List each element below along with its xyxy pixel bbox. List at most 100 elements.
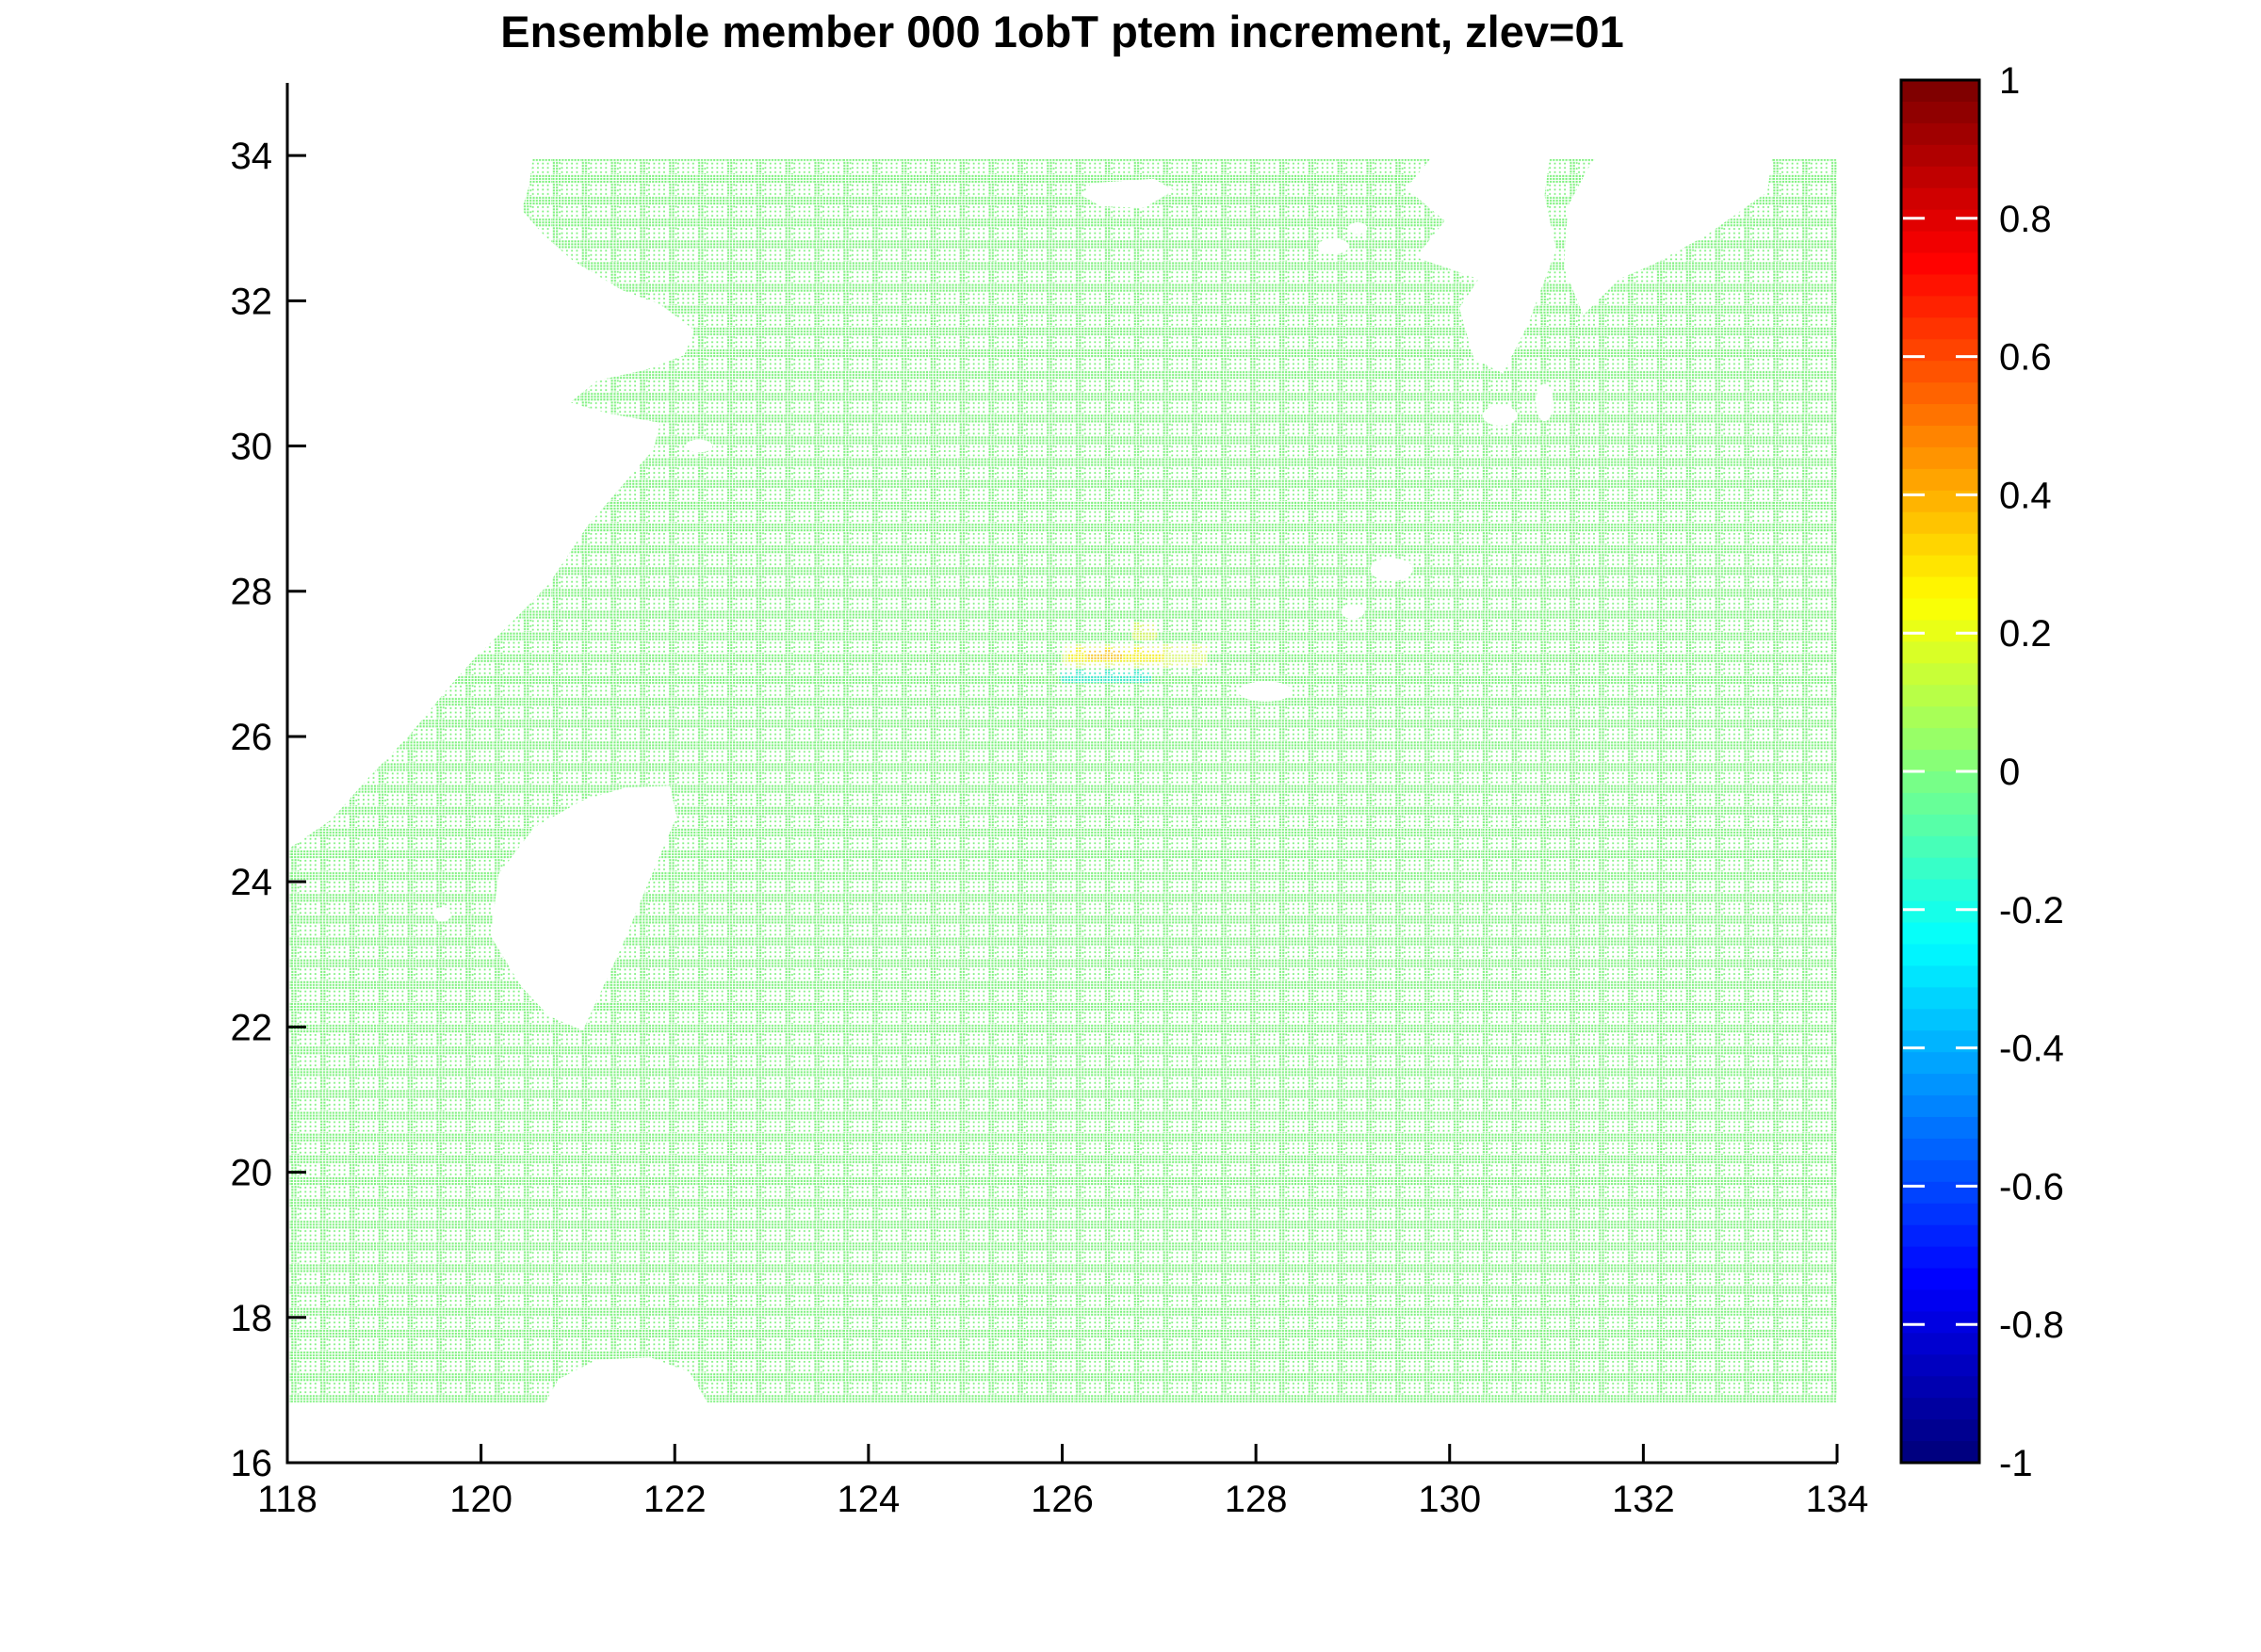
colorbar-band: [1901, 101, 1979, 124]
island-zhoushan: [685, 439, 713, 453]
colorbar-tick-label: -0.2: [1999, 890, 2064, 931]
colorbar-band: [1901, 814, 1979, 837]
chart-title: Ensemble member 000 1obT ptem increment,…: [500, 7, 1624, 57]
colorbar-band: [1901, 1311, 1979, 1334]
colorbar-band: [1901, 1203, 1979, 1226]
colorbar-band: [1901, 1052, 1979, 1075]
x-tick-label: 130: [1418, 1479, 1481, 1520]
colorbar-band: [1901, 446, 1979, 470]
island-amami-oshima: [1370, 558, 1413, 581]
colorbar-tick-label: -0.6: [1999, 1166, 2064, 1207]
x-tick-label: 134: [1806, 1479, 1869, 1520]
colorbar-band: [1901, 404, 1979, 427]
island-goto-1: [1317, 238, 1349, 254]
colorbar-band: [1901, 511, 1979, 535]
colorbar-band: [1901, 339, 1979, 362]
colorbar-band: [1901, 685, 1979, 707]
land-luzon-north-coast: [544, 1357, 709, 1405]
colorbar-tick-label: -0.4: [1999, 1028, 2064, 1070]
colorbar-band: [1901, 728, 1979, 751]
colorbar-tick-label: 1: [1999, 60, 2020, 102]
island-tokunoshima: [1341, 604, 1365, 620]
x-tick-label: 126: [1031, 1479, 1094, 1520]
colorbar-band: [1901, 231, 1979, 254]
colorbar-band: [1901, 792, 1979, 816]
anomaly-upper-patch: [1131, 622, 1158, 640]
colorbar-band: [1901, 620, 1979, 642]
colorbar-band: [1901, 1009, 1979, 1031]
y-tick-label: 28: [231, 572, 273, 613]
colorbar-band: [1901, 317, 1979, 340]
colorbar-band: [1901, 252, 1979, 276]
x-tick-label: 132: [1612, 1479, 1675, 1520]
colorbar-band: [1901, 750, 1979, 772]
colorbar-band: [1901, 1095, 1979, 1118]
colorbar-band: [1901, 706, 1979, 729]
island-penghu: [433, 907, 451, 922]
colorbar-band: [1901, 1376, 1979, 1399]
colorbar-band: [1901, 1074, 1979, 1096]
colorbar-tick-label: 0: [1999, 752, 2020, 793]
axes: 118 120 122 124 126 128 130 132 134 16 18 20 22 24 26 2…: [231, 83, 1869, 1520]
colorbar-band: [1901, 468, 1979, 492]
colorbar-band: [1901, 1441, 1979, 1464]
colorbar-border: [1899, 78, 1981, 1465]
colorbar-band: [1901, 555, 1979, 578]
colorbar-band: [1901, 1159, 1979, 1183]
colorbar-band: [1901, 361, 1979, 383]
colorbar-band: [1901, 922, 1979, 946]
colorbar-tick-label: 0.8: [1999, 199, 2052, 240]
colorbar-band: [1901, 598, 1979, 622]
colorbar-band: [1901, 296, 1979, 318]
colorbar-band: [1901, 80, 1979, 103]
anomaly-warm-core: [1086, 649, 1123, 660]
colorbar-band: [1901, 1268, 1979, 1291]
x-tick-label: 120: [449, 1479, 512, 1520]
colorbar-band: [1901, 965, 1979, 988]
land-kyushu: [1406, 144, 1556, 374]
x-tick-label: 124: [838, 1479, 901, 1520]
colorbar-band: [1901, 166, 1979, 189]
colorbar-band: [1901, 1398, 1979, 1420]
island-yakushima: [1482, 405, 1518, 426]
colorbar-band: [1901, 857, 1979, 881]
colorbar-band: [1901, 641, 1979, 664]
colorbar-band: [1901, 1117, 1979, 1140]
colorbar-band: [1901, 663, 1979, 686]
x-tick-label: 118: [257, 1479, 317, 1520]
colorbar-tick-label: 0.4: [1999, 475, 2052, 516]
colorbar-band: [1901, 771, 1979, 794]
anomaly-layer: [1060, 622, 1208, 683]
y-tick-label: 22: [231, 1007, 273, 1048]
colorbar-band: [1901, 1138, 1979, 1161]
colorbar-band: [1901, 426, 1979, 448]
colorbar-band: [1901, 1246, 1979, 1270]
colorbar-tick-label: -1: [1999, 1443, 2033, 1484]
anomaly-cold-band: [1060, 670, 1152, 683]
y-tick-label: 24: [231, 862, 273, 903]
land-taiwan: [490, 786, 677, 1031]
colorbar-band: [1901, 274, 1979, 297]
colorbar-band: [1901, 1333, 1979, 1355]
y-tick-label: 32: [231, 281, 273, 322]
land-layer: [277, 144, 1775, 1405]
colorbar-band: [1901, 835, 1979, 859]
x-tick-label: 122: [643, 1479, 707, 1520]
colorbar-band: [1901, 1289, 1979, 1313]
island-goto-2: [1347, 222, 1368, 235]
colorbar-band: [1901, 987, 1979, 1010]
colorbar-band: [1901, 209, 1979, 233]
colorbar-tick-label: -0.8: [1999, 1304, 2064, 1346]
colorbar-band: [1901, 900, 1979, 924]
y-tick-label: 26: [231, 717, 273, 758]
y-tick-label: 30: [231, 427, 273, 468]
y-tick-label: 20: [231, 1153, 273, 1194]
y-tick-label: 34: [231, 136, 273, 177]
colorbar-band: [1901, 1030, 1979, 1053]
colorbar-band: [1901, 533, 1979, 557]
colorbar-band: [1901, 187, 1979, 211]
colorbar-band: [1901, 1419, 1979, 1442]
land-shikoku-honshu: [1564, 144, 1775, 316]
